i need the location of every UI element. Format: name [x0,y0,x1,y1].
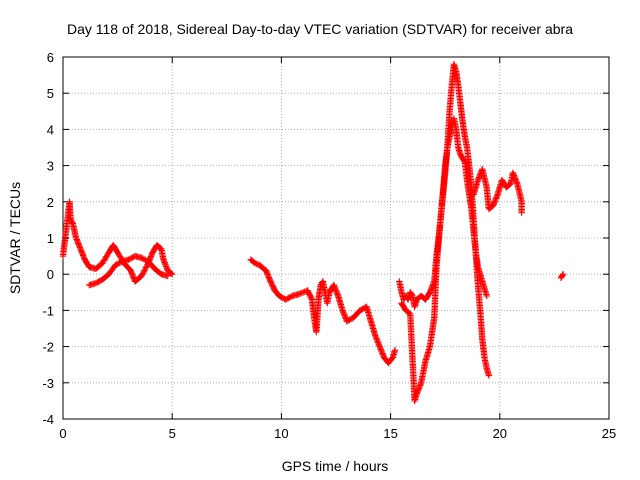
marker-trace [398,61,493,405]
segment-4 [557,271,567,281]
y-tick-label: 3 [47,159,54,174]
segment-3b [398,61,493,405]
y-tick-label: 6 [47,50,54,65]
marker-trace [557,271,567,281]
x-tick-label: 25 [602,426,616,441]
x-tick-label: 0 [59,426,66,441]
segment-2 [247,256,399,367]
chart-title: Day 118 of 2018, Sidereal Day-to-day VTE… [67,21,573,37]
segment-1b [86,252,171,289]
grid-layer [63,57,609,419]
x-tick-label: 20 [493,426,507,441]
y-tick-label: 1 [47,231,54,246]
marker-trace [470,166,525,216]
x-tick-label: 10 [274,426,288,441]
y-tick-label: 2 [47,195,54,210]
x-tick-label: 15 [383,426,397,441]
marker-trace [247,256,399,367]
segment-1a [59,198,176,285]
y-tick-label: 5 [47,86,54,101]
y-tick-label: -3 [42,376,54,391]
y-tick-label: 0 [47,267,54,282]
x-axis-label: GPS time / hours [282,458,389,474]
marker-trace [86,252,171,289]
y-axis-label: SDTVAR / TECUs [7,182,23,294]
y-tick-label: -2 [42,340,54,355]
y-tick-label: 4 [47,122,54,137]
x-tick-label: 5 [169,426,176,441]
segment-3c [470,166,525,216]
data-marks [59,61,567,405]
y-tick-label: -4 [42,412,54,427]
marker-trace [59,198,176,285]
y-tick-label: -1 [42,303,54,318]
tick-layer: -4 -3 -2 -1 0 1 2 3 4 5 6 0 5 10 15 20 25 [42,50,616,441]
